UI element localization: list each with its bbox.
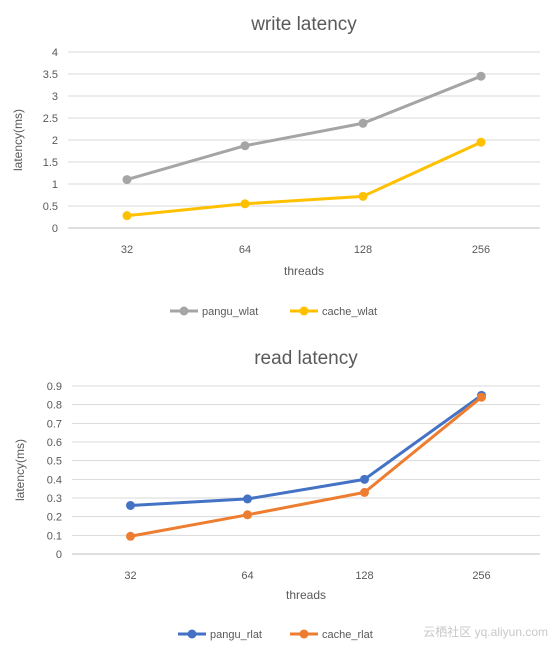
c1-data-point-cache_rlat	[477, 392, 486, 402]
c1-y-tick-label: 0.7	[47, 418, 62, 430]
c0-series-line-pangu_wlat	[125, 74, 483, 182]
write-latency-svg: write latency 0 0.5 1 1.5 2 2.5 3 3.5 4 32 64 128 256…	[11, 14, 540, 318]
read-latency-svg: read latency 0 0.1 0.2 0.3 0.4 0.5 0.6 0.7 0.8 0.9…	[13, 348, 540, 641]
c0-data-point-cache_wlat	[240, 199, 250, 209]
c1-y-tick-label: 0	[56, 549, 62, 561]
write-latency-chart: write latency 0 0.5 1 1.5 2 2.5 3 3.5 4 32 64 128 256…	[11, 14, 540, 318]
watermark-text: 云栖社区 yq.aliyun.com	[423, 625, 548, 639]
c0-y-tick-label: 2	[52, 135, 58, 147]
c1-x-tick-label: 256	[472, 570, 490, 582]
c1-y-tick-label: 0.6	[47, 437, 62, 449]
c1-x-tick-label: 32	[124, 570, 136, 582]
c0-x-tick-label: 256	[472, 244, 490, 256]
c0-x-tick-label: 128	[354, 244, 372, 256]
c0-legend-marker-pangu_wlat	[179, 306, 189, 316]
c0-y-tick-label: 0.5	[43, 201, 58, 213]
c0-data-point-cache_wlat	[476, 137, 486, 147]
c0-chart-title: write latency	[250, 14, 357, 35]
c1-legend-marker-pangu_rlat	[187, 629, 197, 639]
c0-y-tick-label: 2.5	[43, 113, 58, 125]
c1-y-tick-label: 0.1	[47, 530, 62, 542]
c1-x-axis-title: threads	[286, 588, 326, 602]
c1-data-point-pangu_rlat	[243, 494, 252, 504]
c0-data-point-pangu_wlat	[358, 118, 368, 128]
c1-y-tick-label: 0.5	[47, 456, 62, 468]
c1-data-point-cache_rlat	[360, 487, 369, 497]
c1-legend-label-pangu_rlat: pangu_rlat	[210, 629, 262, 641]
c1-chart-title: read latency	[254, 348, 358, 369]
c0-series-line-cache_wlat	[125, 140, 483, 218]
c0-legend-label-pangu_wlat: pangu_wlat	[202, 306, 258, 318]
c1-data-point-cache_rlat	[243, 510, 252, 520]
read-latency-chart: read latency 0 0.1 0.2 0.3 0.4 0.5 0.6 0.7 0.8 0.9…	[0, 334, 558, 654]
c1-y-tick-label: 0.9	[47, 381, 62, 393]
c0-y-tick-label: 1	[52, 179, 58, 191]
c0-y-tick-label: 0	[52, 223, 58, 235]
c1-x-tick-label: 128	[355, 570, 373, 582]
chart-divider	[0, 330, 558, 334]
c0-legend-label-cache_wlat: cache_wlat	[322, 306, 377, 318]
c1-y-tick-label: 0.4	[47, 474, 62, 486]
c1-y-tick-label: 0.2	[47, 512, 62, 524]
c1-legend-marker-cache_rlat	[299, 629, 309, 639]
c0-data-point-pangu_wlat	[476, 71, 486, 81]
c0-data-point-pangu_wlat	[240, 141, 250, 151]
c0-y-tick-label: 1.5	[43, 157, 58, 169]
c0-x-axis-title: threads	[284, 264, 324, 278]
c0-y-tick-label: 3.5	[43, 69, 58, 81]
c0-x-tick-label: 32	[121, 244, 133, 256]
c1-x-tick-label: 64	[241, 570, 253, 582]
c0-data-point-cache_wlat	[358, 191, 368, 201]
c0-data-point-cache_wlat	[122, 211, 132, 221]
c1-series-line-cache_rlat	[129, 395, 483, 538]
c1-data-point-cache_rlat	[126, 531, 135, 541]
c1-data-point-pangu_rlat	[360, 474, 369, 484]
c1-series-line-pangu_rlat	[129, 393, 483, 507]
c0-data-point-pangu_wlat	[122, 175, 132, 185]
c1-data-point-pangu_rlat	[126, 500, 135, 510]
c0-y-axis-title: latency(ms)	[11, 109, 25, 171]
c1-legend-label-cache_rlat: cache_rlat	[322, 629, 373, 641]
c0-x-tick-label: 64	[239, 244, 251, 256]
c1-y-tick-label: 0.3	[47, 493, 62, 505]
c0-y-tick-label: 3	[52, 91, 58, 103]
c1-y-axis-title: latency(ms)	[13, 439, 27, 501]
c0-legend-marker-cache_wlat	[299, 306, 309, 316]
c0-y-tick-label: 4	[52, 47, 58, 59]
c1-y-tick-label: 0.8	[47, 400, 62, 412]
